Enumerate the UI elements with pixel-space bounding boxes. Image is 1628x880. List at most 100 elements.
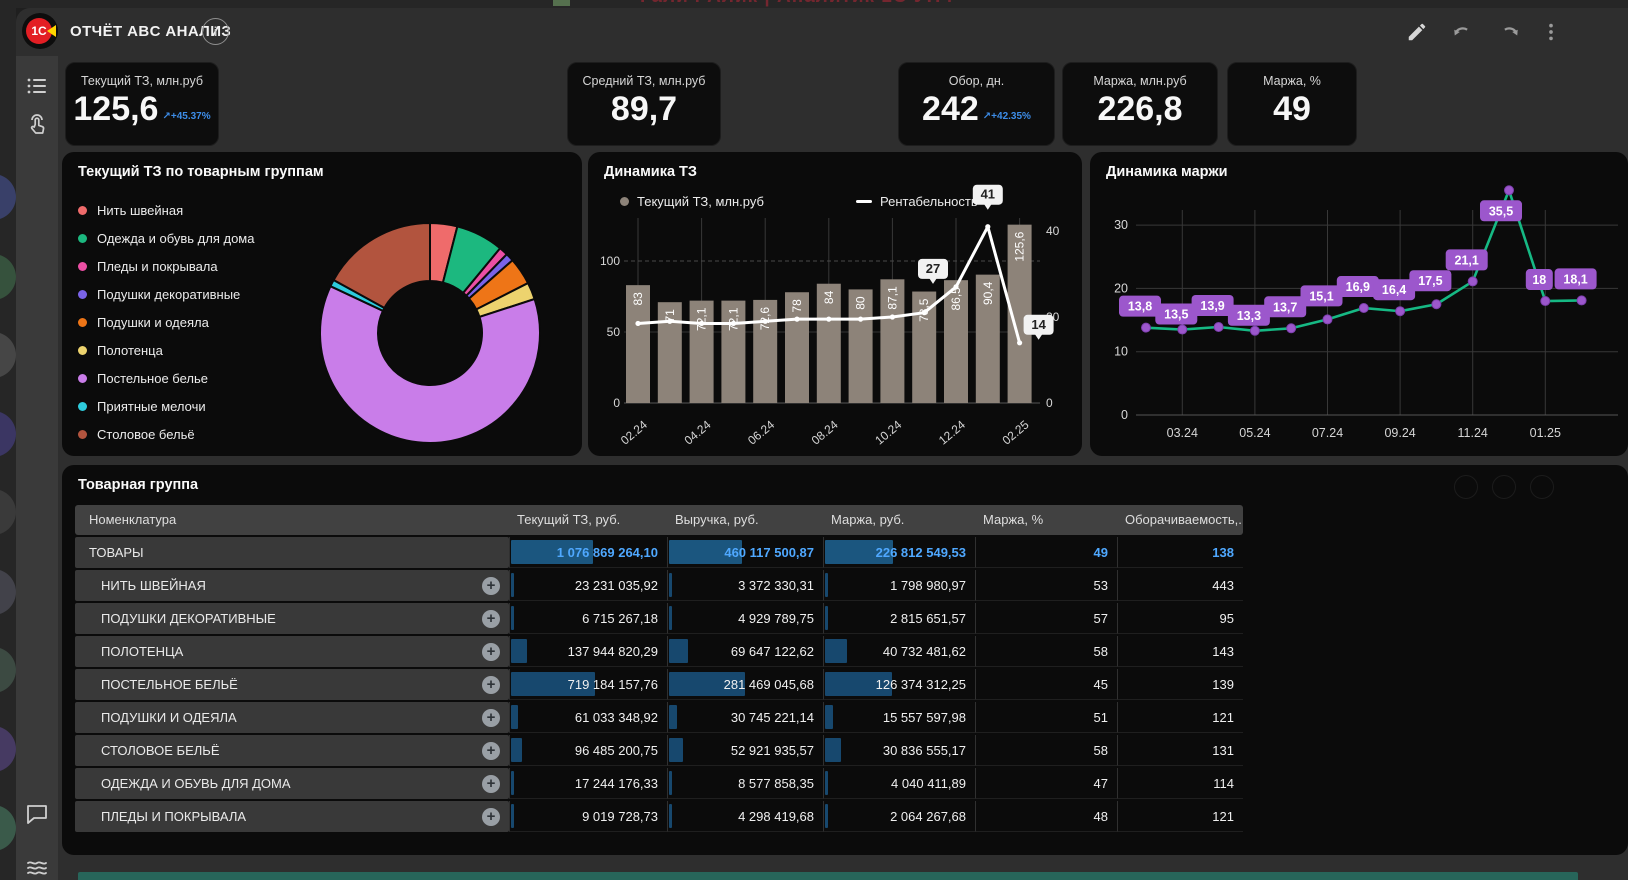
- line-point[interactable]: [1540, 296, 1551, 307]
- line-point[interactable]: [921, 310, 927, 316]
- table-row[interactable]: ОДЕЖДА И ОБУВЬ ДЛЯ ДОМА +17 244 176,33 8 5…: [75, 768, 1243, 799]
- kpi-card[interactable]: Средний ТЗ, млн.руб 89,7↗: [567, 62, 721, 146]
- legend-item[interactable]: Приятные мелочи: [78, 392, 254, 420]
- bar[interactable]: [626, 285, 650, 403]
- legend-item[interactable]: Подушки декоративные: [78, 280, 254, 308]
- line-point[interactable]: [858, 316, 864, 322]
- cell-value: 52 921 935,57: [730, 743, 814, 758]
- kpi-card[interactable]: Маржа, млн.руб 226,8↗: [1062, 62, 1218, 146]
- line-point[interactable]: [1576, 295, 1587, 306]
- line-point[interactable]: [1467, 276, 1478, 287]
- legend-item[interactable]: Нить швейная: [78, 196, 254, 224]
- undo-icon[interactable]: [1452, 21, 1474, 43]
- table-column-header[interactable]: Оборачиваемость,..: [1125, 512, 1243, 527]
- table-column-header[interactable]: Маржа, %: [983, 512, 1044, 527]
- line-point[interactable]: [1322, 314, 1333, 325]
- expand-row-icon[interactable]: +: [482, 708, 500, 727]
- table-row[interactable]: НИТЬ ШВЕЙНАЯ +23 231 035,92 3 372 330,31 1 …: [75, 570, 1243, 601]
- redo-icon[interactable]: [1498, 21, 1520, 43]
- table-column-header[interactable]: Выручка, руб.: [675, 512, 759, 527]
- line-point[interactable]: [730, 320, 736, 327]
- line-point[interactable]: [1249, 325, 1260, 336]
- comment-bubble-icon[interactable]: [25, 802, 49, 826]
- cell-data-bar: [669, 606, 672, 630]
- expand-row-icon[interactable]: +: [482, 774, 500, 793]
- line-point[interactable]: [1431, 299, 1442, 310]
- legend-item[interactable]: Одежда и обувь для дома: [78, 224, 254, 252]
- table-row[interactable]: СТОЛОВОЕ БЕЛЬЁ +96 485 200,75 52 921 935,5…: [75, 735, 1243, 766]
- bar[interactable]: [689, 300, 714, 403]
- line-point[interactable]: [1358, 303, 1369, 314]
- x-axis-label: 09.24: [1384, 426, 1415, 440]
- line-point[interactable]: [699, 320, 705, 327]
- donut-slice[interactable]: [319, 284, 541, 444]
- expand-row-icon[interactable]: +: [482, 675, 500, 694]
- table-tool-icon[interactable]: [1530, 475, 1554, 499]
- line-point[interactable]: [1177, 324, 1188, 335]
- legend-label: Подушки декоративные: [97, 286, 241, 302]
- donut-slice[interactable]: [332, 221, 431, 310]
- line-point[interactable]: [953, 284, 959, 290]
- legend-item[interactable]: Постельное белье: [78, 364, 254, 392]
- table-tool-icon[interactable]: [1492, 475, 1516, 499]
- line-point[interactable]: [985, 224, 991, 230]
- line-point[interactable]: [1213, 322, 1224, 333]
- bar[interactable]: [785, 292, 809, 403]
- edit-pencil-icon[interactable]: [1406, 21, 1428, 43]
- kpi-card[interactable]: Текущий ТЗ, млн.руб 125,6 ↗+45.37%: [65, 62, 219, 146]
- table-row[interactable]: ПЛЕДЫ И ПОКРЫВАЛА +9 019 728,73 4 298 419,…: [75, 801, 1243, 832]
- line-point[interactable]: [762, 318, 768, 324]
- line-point[interactable]: [1395, 306, 1406, 317]
- line-point[interactable]: [635, 320, 641, 327]
- table-cell: 138: [1117, 537, 1243, 568]
- line-point[interactable]: [1017, 340, 1023, 346]
- bar[interactable]: [816, 283, 841, 403]
- legend-item[interactable]: Пледы и покрывала: [78, 252, 254, 280]
- line-point[interactable]: [1504, 185, 1514, 196]
- more-menu-icon[interactable]: [1540, 21, 1562, 43]
- table-cell: 2 064 267,68: [823, 801, 975, 832]
- x-axis-label: 11.24: [1458, 426, 1488, 440]
- table-tool-icon[interactable]: [1454, 475, 1478, 499]
- legend-item-bars[interactable]: Текущий ТЗ, млн.руб: [620, 194, 764, 209]
- table-column-header[interactable]: Маржа, руб.: [831, 512, 905, 527]
- bar[interactable]: [721, 300, 746, 403]
- cell-data-bar: [511, 606, 514, 630]
- table-row[interactable]: ПОДУШКИ ДЕКОРАТИВНЫЕ +6 715 267,18 4 929 7…: [75, 603, 1243, 634]
- list-outline-icon[interactable]: [25, 74, 49, 98]
- bar[interactable]: [753, 299, 778, 403]
- line-point[interactable]: [826, 316, 832, 322]
- expand-row-icon[interactable]: +: [482, 576, 500, 595]
- expand-row-icon[interactable]: +: [482, 609, 500, 628]
- cell-value: 143: [1212, 644, 1234, 659]
- legend-item[interactable]: Подушки и одеяла: [78, 308, 254, 336]
- table-row[interactable]: ПОЛОТЕНЦА +137 944 820,29 69 647 122,62 40 …: [75, 636, 1243, 667]
- expand-row-icon[interactable]: +: [482, 642, 500, 661]
- legend-label: Столовое бельё: [97, 426, 195, 442]
- line-point[interactable]: [794, 316, 800, 322]
- bar[interactable]: [848, 289, 873, 403]
- info-icon[interactable]: i: [202, 18, 229, 45]
- table-row[interactable]: ПОСТЕЛЬНОЕ БЕЛЬЁ +719 184 157,76 281 469 0…: [75, 669, 1243, 700]
- table-row[interactable]: ТОВАРЫ 1 076 869 264,10 460 117 500,87 226 …: [75, 537, 1243, 568]
- bar[interactable]: [975, 274, 1000, 403]
- kpi-value: 49: [1273, 90, 1311, 128]
- line-point[interactable]: [1141, 322, 1151, 333]
- expand-row-icon[interactable]: +: [482, 741, 500, 760]
- legend-item-line[interactable]: Рентабельность: [856, 194, 978, 209]
- kpi-card[interactable]: Маржа, % 49↗: [1227, 62, 1357, 146]
- bar[interactable]: [944, 280, 968, 403]
- expand-row-icon[interactable]: +: [482, 807, 500, 826]
- table-column-header[interactable]: Текущий ТЗ, руб.: [517, 512, 621, 527]
- waves-icon[interactable]: [25, 856, 49, 880]
- table-column-header[interactable]: Номенклатура: [89, 512, 177, 527]
- line-point[interactable]: [889, 314, 895, 320]
- bar[interactable]: [880, 279, 905, 403]
- line-point[interactable]: [1286, 323, 1297, 334]
- table-row[interactable]: ПОДУШКИ И ОДЕЯЛА +61 033 348,92 30 745 221…: [75, 702, 1243, 733]
- legend-item[interactable]: Полотенца: [78, 336, 254, 364]
- touch-pointer-icon[interactable]: [25, 112, 49, 136]
- kpi-card[interactable]: Обор, дн. 242 ↗+42.35%: [898, 62, 1055, 146]
- legend-item[interactable]: Столовое бельё: [78, 420, 254, 448]
- line-point[interactable]: [667, 318, 673, 324]
